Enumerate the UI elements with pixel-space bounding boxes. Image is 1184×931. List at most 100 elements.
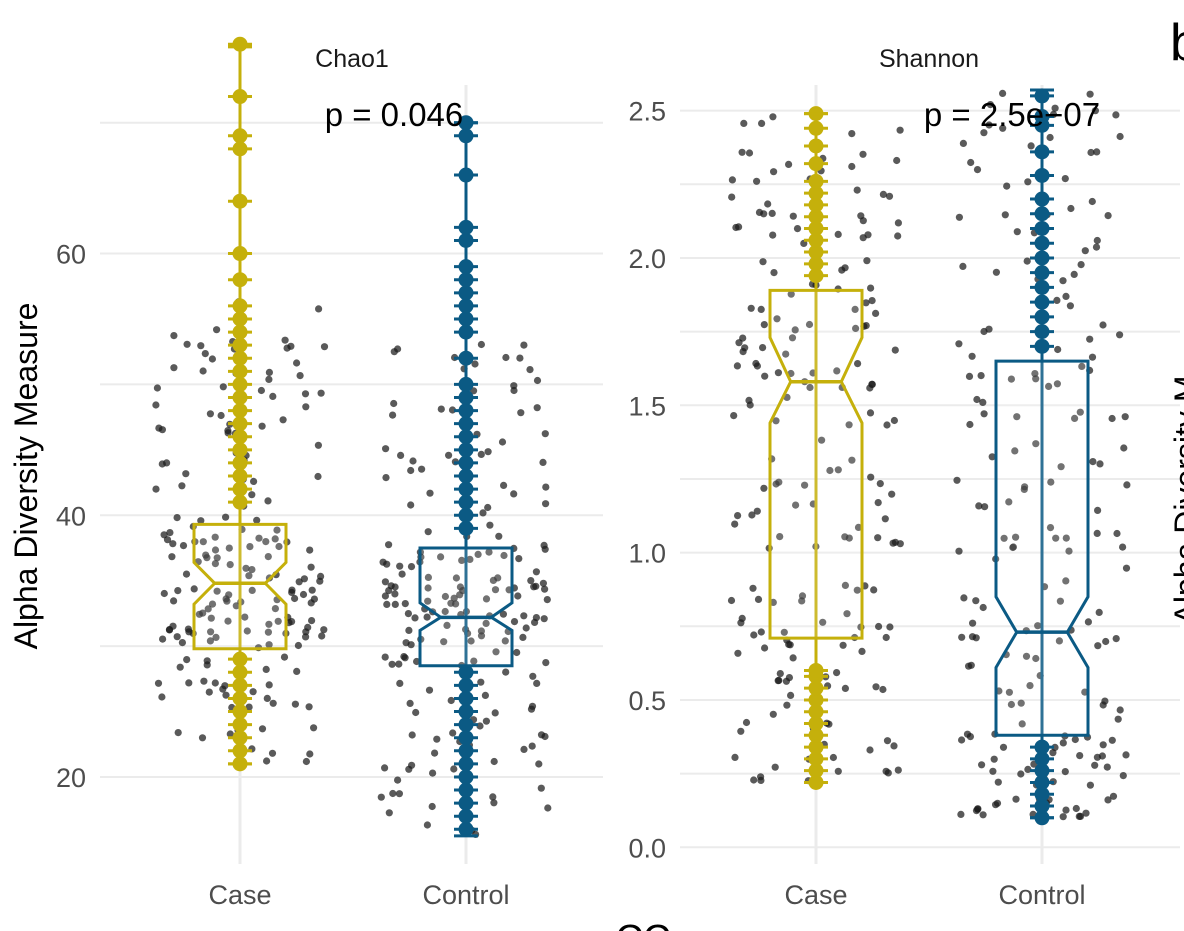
jitter-point (213, 326, 221, 334)
jitter-point (965, 372, 974, 380)
outlier-point (808, 704, 824, 720)
jitter-point (542, 500, 550, 508)
jitter-point (758, 119, 766, 127)
jitter-point (383, 600, 391, 609)
jitter-point (834, 230, 842, 238)
jitter-point (423, 613, 431, 621)
jitter-point (502, 353, 510, 362)
jitter-point (263, 694, 271, 703)
jitter-point (896, 126, 904, 134)
outlier-point (808, 662, 824, 678)
jitter-point (1017, 699, 1025, 707)
outlier-point (232, 494, 248, 510)
jitter-point (153, 384, 161, 392)
jitter-point (314, 441, 322, 449)
jitter-point (482, 717, 490, 725)
jitter-point (437, 405, 445, 413)
jitter-point (757, 628, 765, 636)
jitter-point (989, 767, 997, 775)
jitter-point (248, 566, 256, 574)
jitter-point (1086, 90, 1094, 98)
jitter-point (203, 657, 211, 665)
jitter-point (485, 548, 493, 556)
jitter-point (1102, 637, 1110, 646)
jitter-point (1024, 765, 1032, 774)
jitter-point (1053, 380, 1061, 388)
jitter-point (413, 657, 421, 666)
jitter-point (972, 634, 980, 642)
jitter-point (271, 605, 279, 613)
jitter-point (1067, 204, 1075, 213)
jitter-point (805, 320, 814, 329)
jitter-point (780, 628, 788, 636)
jitter-point (243, 627, 251, 635)
jitter-point (173, 514, 181, 522)
jitter-point (178, 639, 186, 647)
jitter-point (854, 523, 863, 532)
panel-title-shannon: Shannon (879, 45, 979, 73)
jitter-point (190, 585, 198, 593)
outlier-point (1034, 191, 1050, 207)
jitter-point (498, 438, 507, 446)
jitter-point (866, 409, 875, 417)
jitter-point (1119, 772, 1127, 780)
jitter-point (199, 538, 207, 546)
outlier-point (1034, 109, 1050, 125)
jitter-point (1062, 806, 1070, 814)
jitter-point (1053, 296, 1061, 304)
jitter-point (972, 597, 980, 605)
jitter-point (1104, 796, 1112, 804)
jitter-point (184, 625, 192, 633)
jitter-point (1088, 353, 1097, 361)
jitter-point (310, 724, 318, 732)
jitter-point (1012, 533, 1020, 541)
outlier-point (458, 298, 474, 314)
jitter-point (826, 466, 834, 475)
jitter-point (1059, 739, 1067, 747)
outlier-point (808, 185, 824, 201)
outlier-point (232, 376, 248, 392)
jitter-point (200, 677, 208, 685)
jitter-point (1096, 460, 1104, 468)
jitter-point (441, 607, 449, 616)
outlier-point (232, 442, 248, 458)
jitter-point (264, 628, 272, 636)
jitter-point (1059, 277, 1067, 285)
outlier-point (458, 376, 474, 392)
jitter-point (1103, 763, 1111, 771)
jitter-point (401, 600, 409, 608)
outlier-point (232, 246, 248, 262)
jitter-point (385, 541, 393, 549)
jitter-point (306, 546, 314, 554)
jitter-point (199, 367, 207, 375)
jitter-point (728, 193, 736, 201)
jitter-point (389, 789, 397, 798)
jitter-point (745, 149, 754, 157)
outlier-point (458, 389, 474, 405)
jitter-point (864, 231, 872, 239)
jitter-point (1054, 345, 1062, 354)
jitter-point (968, 352, 976, 360)
jitter-point (182, 470, 190, 478)
jitter-point (274, 617, 282, 625)
jitter-point (296, 372, 304, 380)
jitter-point (541, 732, 549, 741)
outlier-point (808, 716, 824, 732)
outlier-point (232, 272, 248, 288)
jitter-point (526, 366, 534, 374)
jitter-point (219, 383, 227, 391)
jitter-point (516, 354, 524, 362)
bottom-partial-text: CC (616, 918, 671, 931)
jitter-point (486, 521, 494, 529)
jitter-point (773, 315, 781, 323)
outlier-point (1034, 324, 1050, 340)
jitter-point (977, 372, 985, 380)
jitter-point (520, 745, 528, 754)
jitter-point (450, 594, 458, 602)
jitter-point (391, 583, 399, 591)
jitter-point (405, 626, 413, 635)
jitter-point (258, 725, 267, 733)
jitter-point (1007, 375, 1016, 383)
outlier-point (458, 494, 474, 510)
